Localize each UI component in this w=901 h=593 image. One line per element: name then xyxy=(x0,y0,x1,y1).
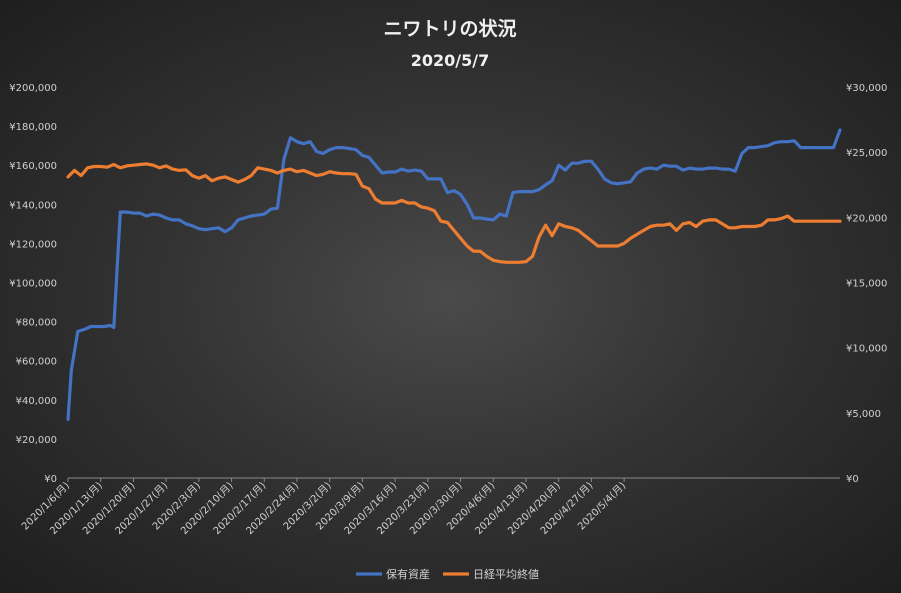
chart-title: ニワトリの状況 xyxy=(383,17,516,40)
y-right-tick-label: ¥25,000 xyxy=(846,148,887,159)
y-right-tick-label: ¥10,000 xyxy=(846,344,887,355)
series-line-0 xyxy=(66,128,842,421)
y-left-tick-label: ¥180,000 xyxy=(9,122,57,133)
y-right-tick-label: ¥20,000 xyxy=(846,213,887,224)
y-left-tick-label: ¥20,000 xyxy=(16,435,57,446)
y-right-tick-label: ¥0 xyxy=(846,474,859,485)
y-left-tick-label: ¥60,000 xyxy=(16,357,57,368)
y-right-tick-label: ¥15,000 xyxy=(846,279,887,290)
y-left-tick-label: ¥120,000 xyxy=(9,239,57,250)
legend-label: 日経平均終値 xyxy=(473,567,539,581)
y-left-tick-label: ¥0 xyxy=(44,474,57,485)
y-left-tick-label: ¥160,000 xyxy=(9,161,57,172)
chart-subtitle: 2020/5/7 xyxy=(411,51,489,70)
y-right-tick-label: ¥30,000 xyxy=(846,83,887,94)
y-left-tick-label: ¥80,000 xyxy=(16,318,57,329)
y-right-tick-label: ¥5,000 xyxy=(846,409,881,420)
y-left-tick-label: ¥140,000 xyxy=(9,200,57,211)
y-left-tick-label: ¥40,000 xyxy=(16,396,57,407)
y-left-tick-label: ¥200,000 xyxy=(9,83,57,94)
series-line-1 xyxy=(66,162,842,264)
legend-label: 保有資産 xyxy=(386,567,430,581)
y-left-tick-label: ¥100,000 xyxy=(9,279,57,290)
